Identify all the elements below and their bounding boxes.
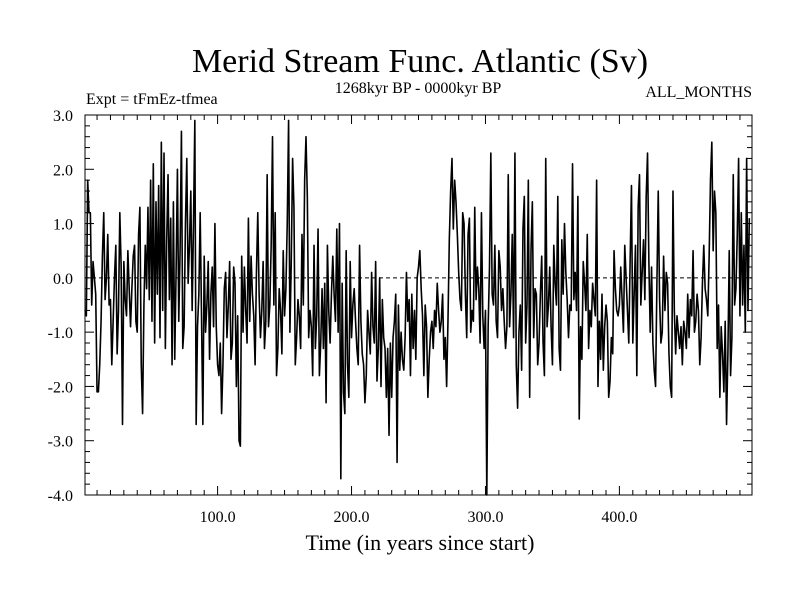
period-label: 1268kyr BP - 0000kyr BP — [335, 80, 502, 97]
chart-title: Merid Stream Func. Atlantic (Sv) — [192, 43, 648, 80]
y-tick-label: -3.0 — [48, 434, 73, 451]
y-tick-label: 3.0 — [53, 108, 73, 125]
x-tick-label: 100.0 — [200, 509, 236, 526]
y-tick-label: 0.0 — [53, 271, 73, 288]
x-tick-label: 200.0 — [334, 509, 370, 526]
x-tick-label: 300.0 — [467, 509, 503, 526]
series-layer — [84, 119, 752, 496]
y-tick-label: -2.0 — [48, 379, 73, 396]
y-tick-label: 2.0 — [53, 162, 73, 179]
experiment-label: Expt = tFmEz-tfmea — [86, 91, 218, 108]
tick-labels: 100.0 200.0 300.0 400.0 3.0 2.0 1.0 0.0 -1.0 -2.0… — [48, 108, 638, 526]
x-tick-label: 400.0 — [601, 509, 637, 526]
x-axis-label: Time (in years since start) — [306, 530, 535, 555]
y-tick-label: 1.0 — [53, 217, 73, 234]
y-tick-label: -4.0 — [48, 488, 73, 505]
months-label: ALL_MONTHS — [645, 84, 752, 101]
y-tick-label: -1.0 — [48, 325, 73, 342]
series-line — [84, 119, 751, 496]
